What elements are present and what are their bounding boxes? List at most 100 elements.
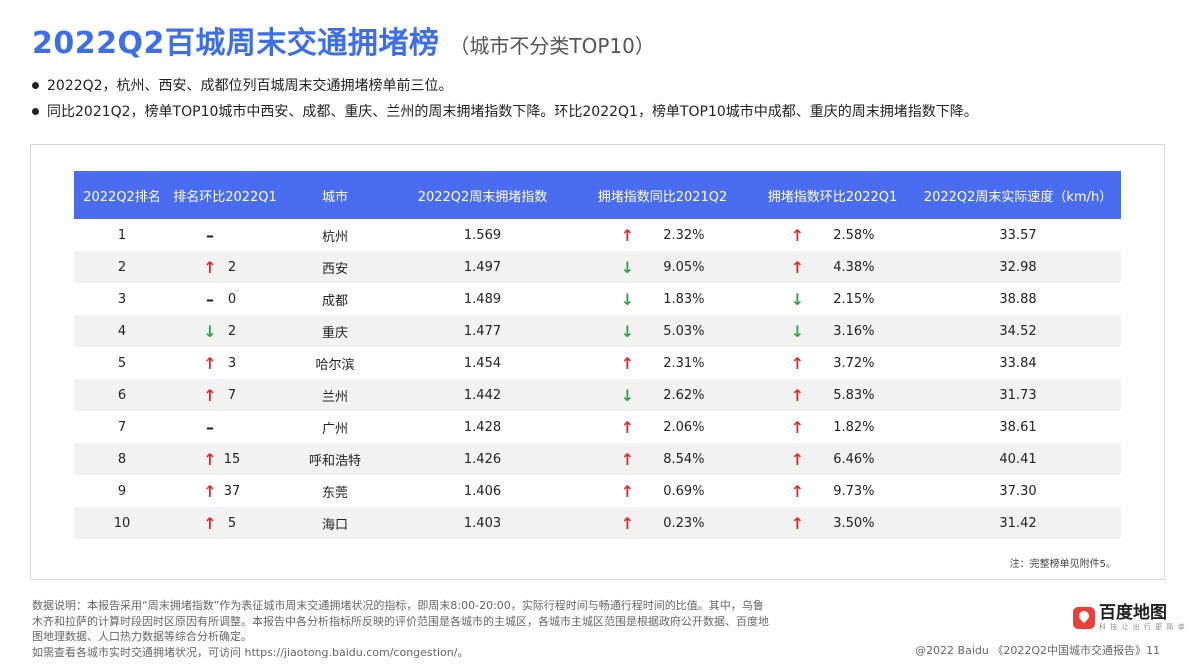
index-cell: 1.454 [463,355,502,371]
rank-change-cell: – [170,411,280,443]
table-row: 5 ↑ 3 哈尔滨 1.454 ↑ 2.31% ↑ 3.72% 33.84 [74,347,1121,379]
up-arrow-icon: ↑ [203,385,217,405]
qoq-cell: ↑ 6.46% [750,443,915,475]
up-arrow-icon: ↑ [790,417,805,437]
rank-cell: 10 [74,507,170,539]
table-note: 注：完整榜单见附件5。 [1009,559,1116,570]
yoy-cell-value: 9.05% [663,259,705,275]
yoy-cell-value: 2.06% [663,419,705,435]
rank-change-cell: ↑ 5 [170,507,280,539]
map-pin-icon [1073,607,1095,629]
index-cell: 1.497 [390,251,575,283]
up-arrow-icon: ↑ [203,481,217,501]
up-arrow-icon: ↑ [620,225,635,245]
data-description: 数据说明：本报告采用“周末拥堵指数”作为表征城市周末交通拥堵状况的指标，即周末8… [32,598,772,660]
city-cell: 海口 [280,507,390,539]
qoq-cell: ↑ 1.82% [750,411,915,443]
table-row: 10 ↑ 5 海口 1.403 ↑ 0.23% ↑ 3.50% 31.42 [74,507,1121,539]
speed-cell: 40.41 [915,443,1121,475]
speed-cell: 37.30 [999,483,1037,499]
table-row: 3 –0 成都 1.489 ↓ 1.83% ↓ 2.15% 38.88 [74,283,1121,315]
qoq-cell-value: 3.72% [833,355,875,371]
yoy-cell: ↑ 2.31% [575,347,750,379]
up-arrow-icon: ↑ [203,353,217,373]
up-arrow-icon: ↑ [620,417,635,437]
yoy-cell: ↑ 8.54% [575,443,750,475]
up-arrow-icon: ↑ [620,449,635,469]
rank-change-cell: ↓ 2 [170,315,280,347]
yoy-cell-value: 5.03% [663,323,705,339]
rank-cell: 9 [117,483,127,499]
qoq-cell-value: 9.73% [833,483,875,499]
down-arrow-icon: ↓ [620,257,635,277]
table-body: 1– 杭州 1.569 ↑ 2.32% ↑ 2.58% 33.57 2 ↑ 2 西安 1.497 ↓ 9.0… [74,219,1121,539]
table-row: 7 – 广州 1.428 ↑ 2.06% ↑ 1.82% 38.61 [74,411,1121,443]
rank-change-cell-value: 2 [227,259,237,275]
qoq-cell: ↑ 9.73% [750,475,915,507]
table-header-row: 2022Q2排名 排名环比2022Q1 城市 2022Q2周末拥堵指数 拥堵指数… [74,171,1121,219]
index-cell: 1.489 [463,291,502,307]
column-header-speed: 2022Q2周末实际速度（km/h） [915,171,1121,219]
table-row: 6 ↑ 7 兰州 1.442 ↓ 2.62% ↑ 5.83% 31.73 [74,379,1121,411]
rank-change-cell: ↑ 2 [170,251,280,283]
footer-line: 木齐和拉萨的计算时段因时区原因有所调整。本报告中各分析指标所反映的评价范围是各城… [32,614,769,628]
footer-line: 图地理数据、人口热力数据等综合分析确定。 [32,630,252,643]
down-arrow-icon: ↓ [620,385,635,405]
qoq-cell: ↑ 5.83% [750,379,915,411]
column-header-city: 城市 [280,171,390,219]
city-cell: 重庆 [280,315,390,347]
qoq-cell: ↑ 3.72% [750,347,915,379]
yoy-cell: ↓ 5.03% [575,315,750,347]
up-arrow-icon: ↑ [790,257,805,277]
up-arrow-icon: ↑ [790,353,805,373]
table-row: 8 ↑ 15 呼和浩特 1.426 ↑ 8.54% ↑ 6.46% 40.41 [74,443,1121,475]
qoq-cell-value: 3.50% [833,515,875,531]
index-cell: 1.403 [390,507,575,539]
down-arrow-icon: ↓ [620,289,635,309]
table-row: 1 – 杭州 1.569 ↑ 2.32% ↑ 2.58% 33.57 [74,219,1121,251]
rank-cell: 5 [117,355,127,371]
down-arrow-icon: ↓ [790,289,805,309]
qoq-cell: ↓ 3.16% [750,315,915,347]
qoq-cell: ↑ 3.50% [750,507,915,539]
yoy-cell: ↓ 9.05% [575,251,750,283]
index-cell: 1.406 [463,483,502,499]
qoq-cell-value: 2.15% [833,291,875,307]
yoy-cell: ↑ 0.69% [575,475,750,507]
qoq-cell: ↓ 2.15% [750,283,915,315]
city-cell: 广州 [321,421,348,437]
column-header-rank-change: 排名环比2022Q1 [170,171,280,219]
rank-change-cell: ↑ 37 [170,475,280,507]
column-header-qoq: 拥堵指数环比2022Q1 [750,171,915,219]
speed-cell: 38.61 [999,419,1037,435]
up-arrow-icon: ↑ [790,225,805,245]
rank-cell: 6 [74,379,170,411]
speed-cell: 33.84 [999,355,1037,371]
index-cell: 1.426 [390,443,575,475]
footer-line: 如需查看各城市实时交通拥堵状况，可访问 https://jiaotong.bai… [32,645,469,659]
up-arrow-icon: ↑ [790,449,805,469]
table-row: 4 ↓ 2 重庆 1.477 ↓ 5.03% ↓ 3.16% 34.52 [74,315,1121,347]
up-arrow-icon: ↑ [620,513,635,533]
rank-change-cell-value: 37 [223,483,241,499]
yoy-cell-value: 2.32% [663,227,705,243]
table-row: 2 ↑ 2 西安 1.497 ↓ 9.05% ↑ 4.38% 32.98 [74,251,1121,283]
column-header-rank: 2022Q2排名 [74,171,170,219]
yoy-cell: ↑ 2.06% [575,411,750,443]
qoq-cell-value: 4.38% [833,259,875,275]
rank-change-cell: ↑ 15 [170,443,280,475]
up-arrow-icon: ↑ [790,481,805,501]
column-header-yoy: 拥堵指数同比2021Q2 [575,171,750,219]
yoy-cell-value: 2.62% [663,387,705,403]
column-header-index: 2022Q2周末拥堵指数 [390,171,575,219]
qoq-cell-value: 1.82% [833,419,875,435]
qoq-cell: ↑ 2.58% [750,219,915,251]
up-arrow-icon: ↑ [790,385,805,405]
yoy-cell: ↓ 2.62% [575,379,750,411]
city-cell: 呼和浩特 [280,443,390,475]
rank-change-cell: ↑ 7 [170,379,280,411]
bullet-dot-icon [32,81,39,89]
title-row: 2022Q2百城周末交通拥堵榜 （城市不分类TOP10） [32,18,655,62]
qoq-cell-value: 2.58% [833,227,875,243]
yoy-cell: ↓ 1.83% [575,283,750,315]
